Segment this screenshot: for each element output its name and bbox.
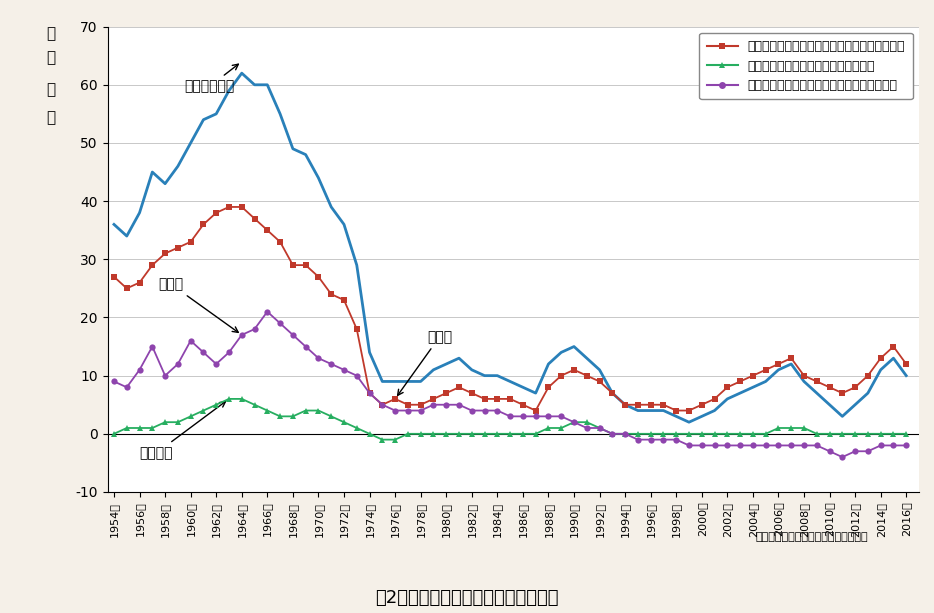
Text: 東京圈: 東京圈 xyxy=(398,330,452,395)
Text: 万: 万 xyxy=(46,50,55,65)
Text: 大阪圈: 大阪圈 xyxy=(159,278,238,332)
Text: （: （ xyxy=(46,26,55,42)
Text: 人: 人 xyxy=(46,83,55,97)
Text: 名古屋圈: 名古屋圈 xyxy=(139,402,225,460)
Text: 資料：住民基本台帳人口移動報告年報: 資料：住民基本台帳人口移動報告年報 xyxy=(756,533,869,543)
Text: ）: ） xyxy=(46,110,55,126)
Text: 嘴2　三大都市圈の転入超過数の推移: 嘴2 三大都市圈の転入超過数の推移 xyxy=(375,589,559,607)
Text: 三大都市圈計: 三大都市圈計 xyxy=(184,64,238,94)
Legend: 東京圈（東京都、神奈川県、埼玉県、千葉県）, 名古屋圈（愛知県、岐阜県、三重県）, 大阪圈（大阪府、京都府、兵庫県、奈良県）: 東京圈（東京都、神奈川県、埼玉県、千葉県）, 名古屋圈（愛知県、岐阜県、三重県）… xyxy=(699,33,913,99)
